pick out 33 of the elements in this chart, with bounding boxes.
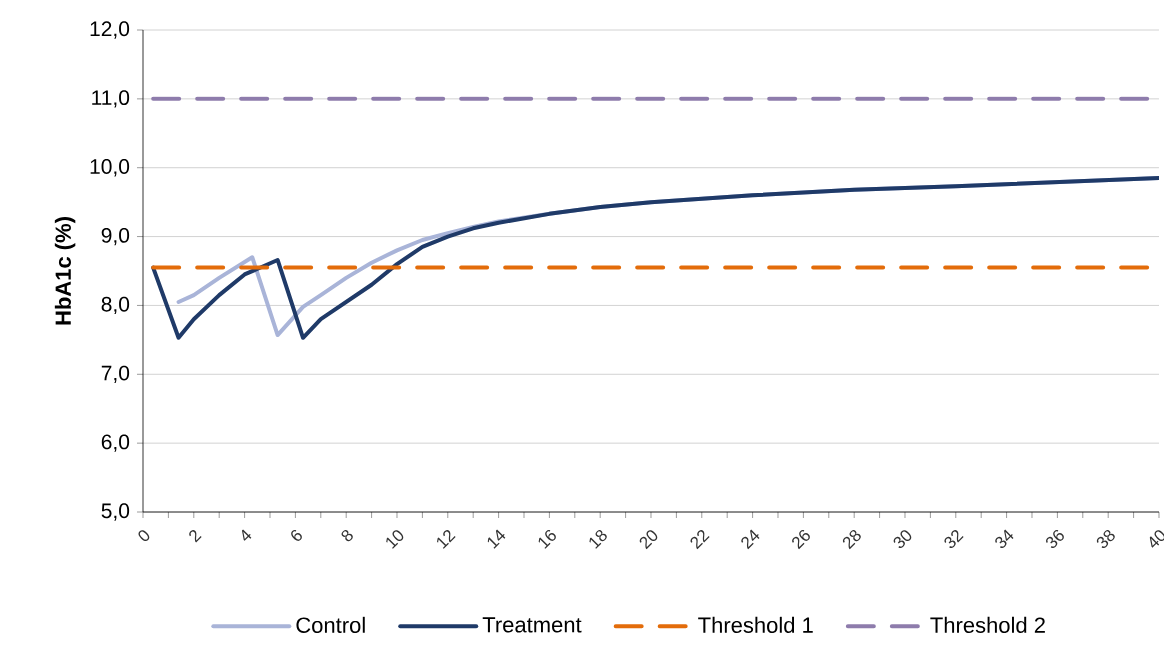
x-tick-label: 14 bbox=[487, 529, 506, 549]
x-tick-label: 12 bbox=[437, 529, 456, 549]
legend-label: Treatment bbox=[482, 617, 582, 633]
x-tick-label: 6 bbox=[291, 529, 302, 541]
y-axis-title: HbA1c (%) bbox=[54, 217, 76, 325]
x-tick-label: 0 bbox=[138, 530, 150, 541]
x-tick-label: 18 bbox=[589, 530, 607, 549]
legend-label: Control bbox=[296, 616, 365, 633]
x-tick-label: 4 bbox=[241, 529, 252, 541]
x-tick-label: 32 bbox=[944, 529, 964, 548]
x-tick-label: 16 bbox=[538, 529, 556, 549]
y-tick-label: 9,0 bbox=[101, 227, 130, 246]
y-tick-label: 7,0 bbox=[101, 365, 130, 383]
x-tick-label: 24 bbox=[741, 529, 760, 550]
x-tick-label: 30 bbox=[893, 530, 912, 548]
x-tick-label: 26 bbox=[792, 529, 810, 550]
x-tick-label: 10 bbox=[386, 530, 404, 549]
x-tick-label: 34 bbox=[995, 529, 1014, 548]
x-tick-label: 2 bbox=[189, 529, 202, 543]
x-tick-label: 20 bbox=[639, 530, 658, 550]
legend-label: Threshold 2 bbox=[930, 616, 1045, 633]
y-tick-label: 10,0 bbox=[90, 159, 130, 177]
y-tick-label: 8,0 bbox=[101, 296, 130, 315]
y-tick-label: 12,0 bbox=[90, 21, 130, 39]
y-tick-label: 5,0 bbox=[101, 503, 130, 521]
x-tick-label: 38 bbox=[1096, 530, 1115, 548]
x-tick-label: 36 bbox=[1046, 529, 1064, 548]
y-tick-label: 6,0 bbox=[101, 434, 130, 452]
x-tick-label: 8 bbox=[341, 530, 353, 542]
x-tick-label: 28 bbox=[842, 530, 861, 550]
legend-label: Threshold 1 bbox=[698, 616, 813, 633]
x-tick-label: 22 bbox=[690, 529, 710, 550]
y-tick-label: 11,0 bbox=[92, 90, 130, 108]
